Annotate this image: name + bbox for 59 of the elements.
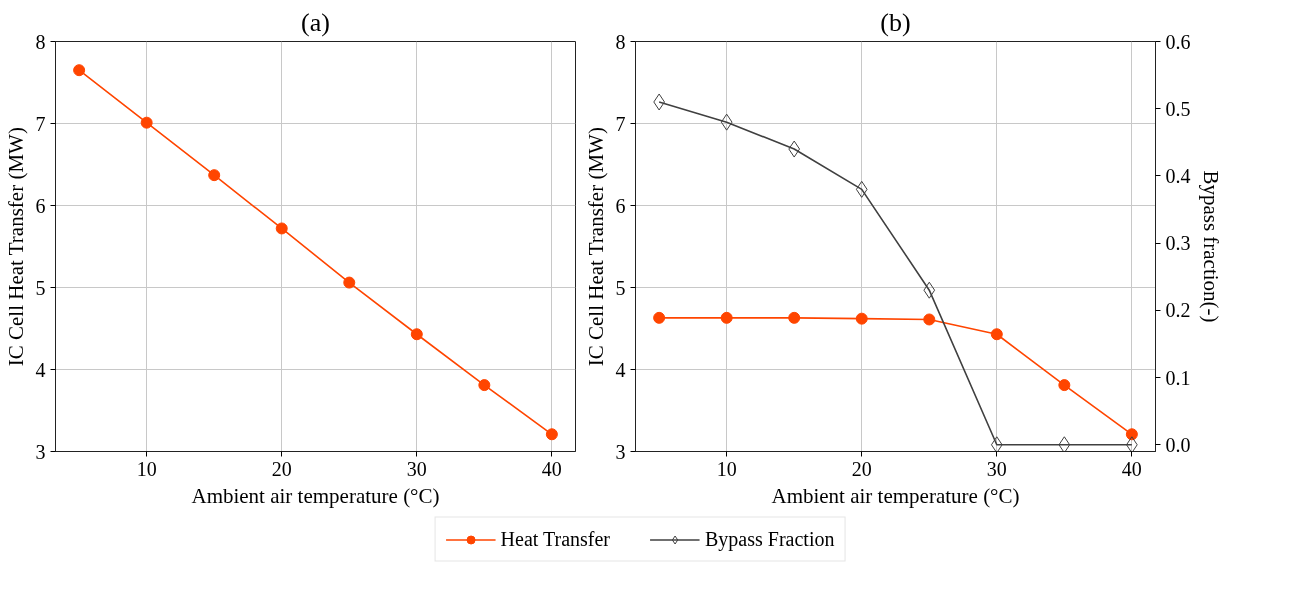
x-axis-title: Ambient air temperature (°C): [771, 483, 1020, 508]
point: [788, 311, 801, 324]
x-tick-label: 30: [406, 457, 427, 480]
y-tick-label: 5: [615, 276, 626, 299]
point: [990, 328, 1003, 341]
point: [478, 379, 491, 392]
y-tick-label: 6: [615, 194, 626, 217]
y2-tick-label: 0.4: [1165, 164, 1191, 187]
y2-tick-label: 0.2: [1165, 299, 1191, 322]
y2-tick-label: 0.5: [1165, 97, 1191, 120]
y-tick-label: 3: [35, 440, 46, 463]
y-axis-title: IC Cell Heat Transfer (MW): [3, 127, 28, 367]
point: [208, 169, 221, 182]
point: [923, 281, 936, 299]
y-tick-label: 8: [35, 30, 46, 53]
legend-label: Bypass Fraction: [705, 527, 835, 551]
y-tick-label: 7: [35, 112, 46, 135]
point: [653, 311, 666, 324]
y-tick-label: 4: [615, 358, 626, 381]
y-axis-title: IC Cell Heat Transfer (MW): [583, 127, 608, 367]
point: [855, 312, 868, 325]
y-tick-label: 7: [615, 112, 626, 135]
point: [788, 140, 801, 158]
y2-tick-label: 0.1: [1165, 366, 1191, 389]
point: [720, 311, 733, 324]
point: [720, 113, 733, 131]
point: [410, 328, 423, 341]
point: [73, 64, 86, 77]
point: [1058, 436, 1071, 452]
y-tick-label: 3: [615, 440, 626, 463]
y-tick-label: 5: [35, 276, 46, 299]
y2-tick-label: 0.6: [1165, 30, 1191, 53]
y-tick-label: 6: [35, 194, 46, 217]
legend-label: Heat Transfer: [500, 527, 610, 551]
x-tick-label: 30: [986, 457, 1007, 480]
x-tick-label: 10: [136, 457, 157, 480]
x-tick-label: 40: [541, 457, 562, 480]
y2-axis-title: Bypass fraction(-): [1198, 170, 1223, 323]
point: [1125, 428, 1138, 441]
y-tick-label: 8: [615, 30, 626, 53]
chart-title: (b): [880, 7, 911, 37]
point: [1126, 436, 1138, 452]
y2-tick-label: 0.3: [1165, 232, 1191, 255]
x-tick-label: 20: [851, 457, 872, 480]
chart-title: (a): [301, 7, 330, 37]
y-tick-label: 4: [35, 358, 46, 381]
x-tick-label: 40: [1121, 457, 1142, 480]
x-tick-label: 20: [271, 457, 292, 480]
point: [275, 222, 288, 235]
point: [855, 180, 868, 198]
y2-tick-label: 0.0: [1165, 433, 1191, 456]
point: [343, 276, 356, 289]
point: [1058, 379, 1071, 392]
point: [990, 436, 1003, 452]
x-axis-title: Ambient air temperature (°C): [191, 483, 440, 508]
x-tick-label: 10: [716, 457, 737, 480]
point: [545, 428, 558, 441]
point: [140, 116, 153, 129]
point: [923, 313, 936, 326]
